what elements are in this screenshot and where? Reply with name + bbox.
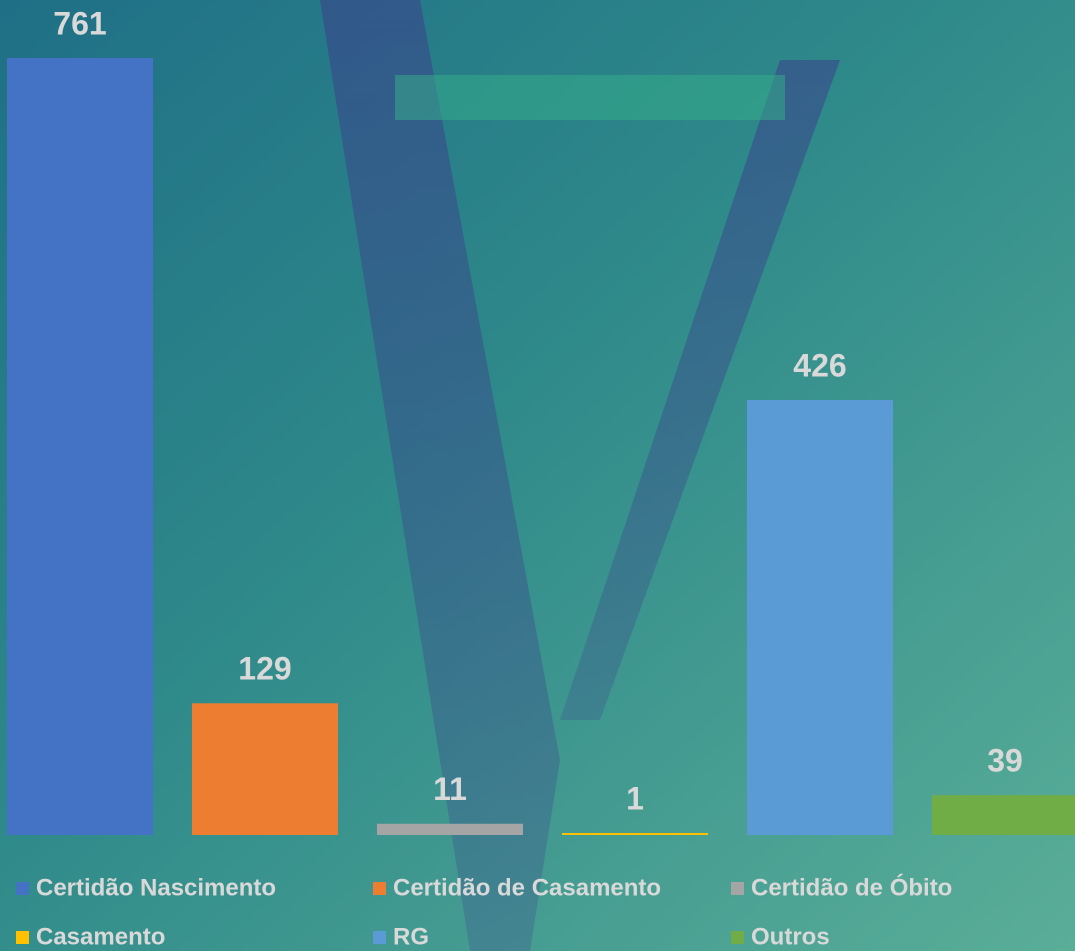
bar: [932, 795, 1075, 835]
legend-swatch: [373, 931, 386, 944]
bar: [7, 58, 153, 835]
legend-label: Certidão de Casamento: [393, 874, 661, 901]
value-label: 11: [433, 771, 467, 807]
legend-label: Outros: [751, 923, 830, 950]
legend-label: Certidão de Óbito: [751, 873, 952, 901]
bar: [562, 833, 708, 835]
lanyard-shape: [320, 0, 560, 951]
lanyard-shape: [560, 60, 840, 720]
value-label: 426: [793, 347, 846, 383]
value-label: 761: [53, 5, 106, 41]
legend-swatch: [731, 931, 744, 944]
clip-shape: [395, 75, 785, 120]
value-label: 1: [626, 780, 644, 816]
legend-swatch: [373, 882, 386, 895]
bar: [377, 823, 523, 835]
bar: [747, 400, 893, 835]
legend-label: Certidão Nascimento: [36, 874, 276, 901]
legend-swatch: [731, 882, 744, 895]
value-label: 129: [238, 651, 291, 687]
legend-label: Casamento: [36, 923, 165, 950]
legend-swatch: [16, 882, 29, 895]
bar: [192, 703, 338, 835]
legend-swatch: [16, 931, 29, 944]
value-label: 39: [987, 743, 1023, 779]
legend-label: RG: [393, 923, 429, 950]
